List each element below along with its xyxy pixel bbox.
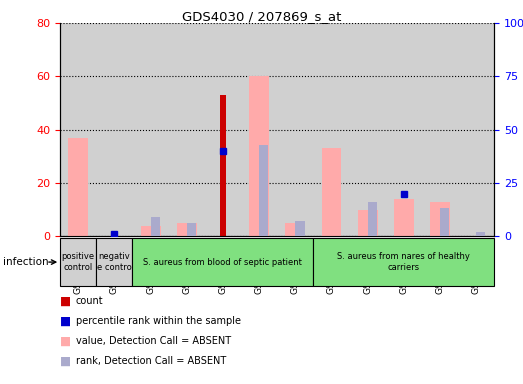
Bar	[277, 23, 313, 236]
Bar	[177, 223, 197, 236]
Text: ■: ■	[60, 355, 71, 368]
Text: positive
control: positive control	[62, 252, 95, 272]
Bar	[69, 137, 88, 236]
Bar	[358, 210, 378, 236]
Text: ■: ■	[60, 295, 71, 308]
Bar	[96, 23, 132, 236]
Text: S. aureus from nares of healthy
carriers: S. aureus from nares of healthy carriers	[337, 252, 470, 272]
Text: negativ
e contro: negativ e contro	[97, 252, 132, 272]
Text: ■: ■	[60, 315, 71, 328]
Bar	[394, 199, 414, 236]
Text: count: count	[76, 296, 104, 306]
Bar	[322, 148, 342, 236]
Bar	[440, 209, 449, 236]
Text: value, Detection Call = ABSENT: value, Detection Call = ABSENT	[76, 336, 231, 346]
Bar	[259, 144, 268, 236]
Bar	[241, 23, 277, 236]
Bar	[286, 223, 305, 236]
Text: infection: infection	[3, 257, 48, 267]
Text: GDS4030 / 207869_s_at: GDS4030 / 207869_s_at	[182, 10, 341, 23]
Bar	[141, 225, 161, 236]
Bar	[430, 202, 450, 236]
Bar	[385, 23, 422, 236]
Bar	[349, 23, 385, 236]
Bar	[187, 223, 196, 236]
Bar	[249, 76, 269, 236]
Bar	[151, 217, 160, 236]
Bar	[60, 23, 96, 236]
Bar	[220, 95, 225, 236]
Bar	[313, 23, 349, 236]
Bar	[368, 202, 377, 236]
Bar	[132, 23, 168, 236]
Text: ■: ■	[60, 335, 71, 348]
Bar	[205, 23, 241, 236]
Bar	[476, 232, 485, 236]
Text: rank, Detection Call = ABSENT: rank, Detection Call = ABSENT	[76, 356, 226, 366]
Text: percentile rank within the sample: percentile rank within the sample	[76, 316, 241, 326]
Bar	[422, 23, 458, 236]
Bar	[168, 23, 205, 236]
Bar	[295, 221, 304, 236]
Bar	[458, 23, 494, 236]
Text: S. aureus from blood of septic patient: S. aureus from blood of septic patient	[143, 258, 302, 266]
